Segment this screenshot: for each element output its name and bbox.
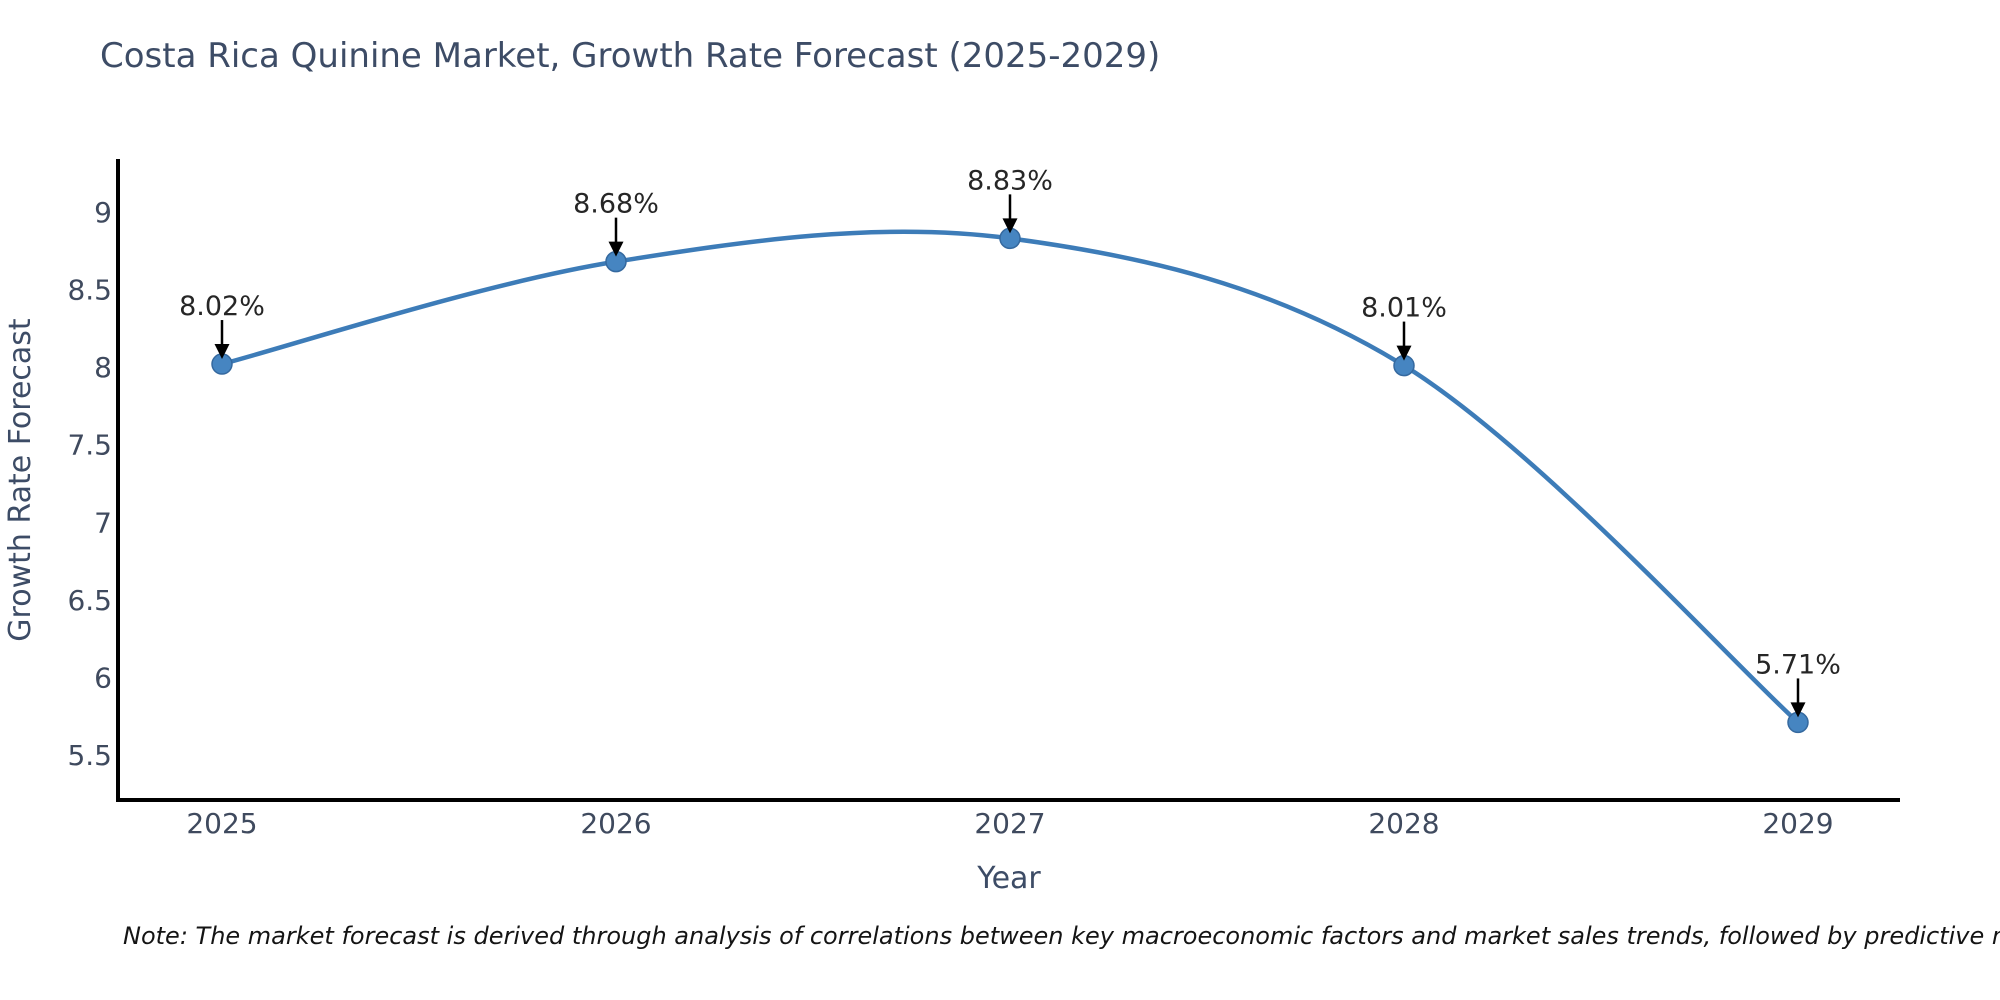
x-tick-label: 2029: [1762, 807, 1833, 840]
x-tick-label: 2025: [186, 807, 257, 840]
y-axis-title: Growth Rate Forecast: [3, 318, 38, 642]
y-tick-label: 5.5: [67, 739, 112, 772]
x-tick-label: 2028: [1368, 807, 1439, 840]
y-tick-label: 8.5: [67, 274, 112, 307]
chart-title: Costa Rica Quinine Market, Growth Rate F…: [100, 36, 1161, 76]
annotation-label: 8.01%: [1361, 293, 1447, 324]
x-tick-label: 2027: [974, 807, 1045, 840]
y-tick-label: 9: [94, 196, 112, 229]
footnote: Note: The market forecast is derived thr…: [123, 922, 2000, 950]
y-tick-label: 6.5: [67, 584, 112, 617]
x-tick-label: 2026: [580, 807, 651, 840]
annotation-arrowhead: [1396, 345, 1412, 361]
y-tick-label: 7: [94, 506, 112, 539]
annotation-label: 8.02%: [179, 291, 265, 322]
series-group: 5.5 6 6.5 7 7.5 8 8.5 9 2025 2026 2027 2028 2029 8.02…: [67, 165, 1840, 840]
x-axis-title: Year: [976, 861, 1041, 896]
annotation-arrowhead: [214, 344, 230, 360]
y-tick-label: 7.5: [67, 429, 112, 462]
annotation-label: 5.71%: [1755, 649, 1841, 680]
annotation-label: 8.83%: [967, 165, 1053, 196]
y-tick-label: 8: [94, 351, 112, 384]
annotation-arrowhead: [608, 241, 624, 257]
annotation-arrowhead: [1790, 702, 1806, 718]
annotation-label: 8.68%: [573, 189, 659, 220]
forecast-line: [219, 229, 1801, 725]
annotation-arrowhead: [1002, 218, 1018, 234]
y-tick-label: 6: [94, 661, 112, 694]
